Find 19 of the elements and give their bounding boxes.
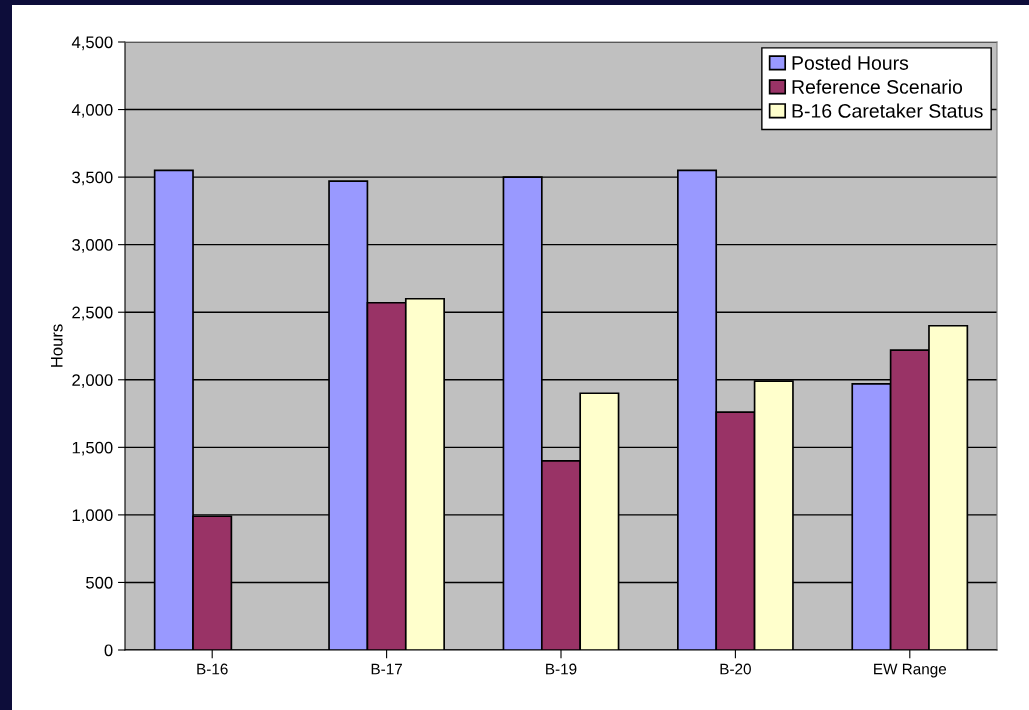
x-tick-label: EW Range [874, 663, 947, 678]
y-axis-title: Hours [51, 324, 63, 367]
legend-label: B-16 Caretaker Status [792, 103, 983, 118]
y-tick-label: 4,500 [71, 36, 113, 51]
y-tick-label: 2,000 [72, 374, 113, 388]
y-tick-label: 1,000 [72, 509, 113, 524]
y-tick-label: 0 [104, 644, 113, 657]
legend-label: Posted Hours [792, 55, 909, 70]
y-tick-label: 3,500 [72, 171, 113, 186]
y-tick-label: 4,000 [71, 103, 113, 118]
y-tick-label: 500 [86, 576, 113, 589]
x-tick-label: B-19 [546, 663, 577, 675]
x-tick-label: B-20 [720, 663, 751, 675]
x-tick-label: B-16 [197, 663, 228, 675]
y-tick-label: 1,500 [72, 441, 113, 456]
x-tick-label: B-17 [371, 663, 402, 675]
y-tick-label: 2,500 [72, 306, 113, 321]
legend-label: Reference Scenario [792, 79, 963, 94]
y-tick-label: 3,000 [72, 239, 113, 253]
